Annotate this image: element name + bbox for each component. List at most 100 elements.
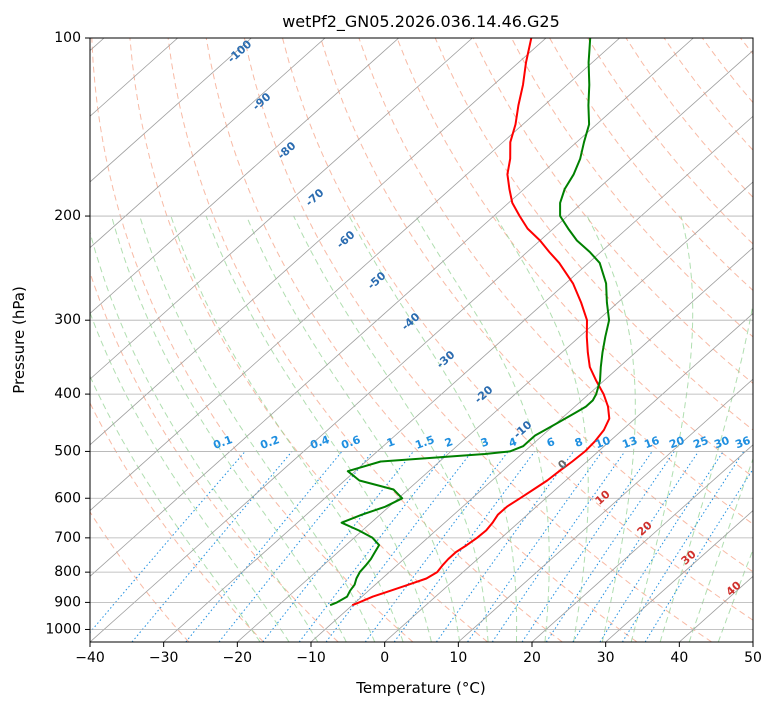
dry-adiabat-line [472, 38, 753, 384]
y-tick-label: 400 [54, 386, 81, 402]
isotherm-line [90, 38, 694, 577]
x-tick-label: −10 [296, 650, 326, 666]
moist-adiabat-line [170, 215, 404, 642]
x-axis: −40 −30 −20 −10 0 10 20 30 40 50 [75, 642, 762, 666]
isotherm-line [90, 38, 620, 512]
mixing-ratio-label: 36 [733, 434, 752, 452]
x-tick-label: 10 [449, 650, 467, 666]
isotherm-line [90, 38, 326, 249]
mixing-ratio-label: 1.5 [413, 433, 436, 452]
mixing-ratio-label: 0.2 [258, 433, 281, 452]
dry-adiabat-line [358, 38, 753, 525]
moist-adiabat-line [688, 457, 753, 642]
x-tick-label: −40 [75, 650, 105, 666]
y-tick-label: 700 [54, 530, 81, 546]
dry-adiabat-line [243, 38, 712, 642]
x-tick-label: 50 [744, 650, 762, 666]
mixing-ratio-label: 0.1 [211, 433, 234, 452]
moist-adiabat-line [717, 548, 753, 642]
dry-adiabat-line [90, 271, 339, 642]
isotherm-label: -80 [275, 139, 299, 162]
mixing-ratio-line [644, 468, 753, 642]
moist-adiabat-line [494, 215, 589, 642]
mixing-ratio-line [521, 451, 653, 642]
mixing-ratio-label: 3 [479, 435, 491, 450]
mixing-ratio-label: 30 [712, 434, 731, 452]
x-tick-label: −30 [149, 650, 179, 666]
mixing-ratio-line [545, 451, 675, 642]
mixing-ratio-line [435, 451, 575, 642]
isotherm-label: -50 [365, 269, 389, 292]
isotherm-line [458, 378, 753, 642]
dry-adiabat-line [91, 38, 414, 642]
mixing-ratio-line [325, 451, 473, 642]
y-axis: 1000 900 800 700 600 500 400 300 200 100 [45, 30, 90, 637]
y-axis-title: Pressure (hPa) [10, 286, 28, 394]
moist-adiabat-line [246, 215, 461, 642]
y-tick-label: 900 [54, 594, 81, 610]
y-tick-label: 300 [54, 312, 81, 328]
moist-adiabat-line [415, 215, 550, 642]
mixing-ratio-line [491, 451, 626, 642]
mixing-ratio-label: 20 [667, 434, 686, 452]
plot-frame [89, 37, 754, 643]
mixing-ratio-line [131, 451, 293, 642]
isotherm-line [605, 510, 753, 642]
isotherm-line [679, 575, 753, 642]
moist-adiabat-line [139, 215, 376, 642]
dry-adiabat-line [129, 38, 488, 642]
mixing-ratio-label: 4 [507, 435, 519, 450]
mixing-ratio-label: 8 [573, 435, 585, 450]
mixing-ratio-line [621, 451, 745, 642]
mixing-ratio-line [599, 451, 724, 642]
y-tick-label: 1000 [45, 621, 81, 637]
mixing-ratio-label: 13 [620, 434, 639, 451]
moist-adiabat-line [659, 301, 753, 642]
dry-adiabat-line [663, 38, 753, 151]
mixing-ratio-label: 6 [545, 435, 557, 450]
mixing-ratio-label: 10 [593, 434, 612, 452]
moist-adiabat-line [293, 215, 489, 642]
profile-line-2 [329, 38, 611, 607]
isotherm-label: -60 [334, 228, 358, 251]
dry-adiabat-line [511, 38, 753, 338]
mixing-ratio-line [572, 451, 700, 642]
moist-adiabat-line [90, 311, 290, 642]
isotherm-line [90, 49, 753, 642]
moist-adiabat-line [630, 215, 694, 642]
isotherm-line [237, 181, 753, 642]
moist-adiabat-line [586, 215, 636, 642]
x-tick-label: −20 [223, 650, 253, 666]
x-tick-label: 20 [523, 650, 541, 666]
isotherm-line [310, 247, 753, 642]
isotherm-line [90, 38, 547, 446]
mixing-ratio-label: 0.4 [308, 433, 331, 452]
y-tick-label: 800 [54, 564, 81, 580]
dry-adiabat-line [282, 38, 753, 621]
isotherm-label: 30 [679, 547, 699, 567]
isotherm-label: -90 [250, 90, 274, 113]
isotherm-label: -100 [225, 37, 254, 65]
profile-lines [329, 38, 611, 607]
isotherm-line [752, 641, 753, 642]
mixing-ratio-line [364, 451, 509, 642]
isotherm-line [90, 38, 252, 183]
y-tick-label: 100 [54, 30, 81, 46]
mixing-ratio-label: 2 [443, 435, 455, 450]
isotherm-label: 10 [593, 487, 613, 507]
mixing-ratio-line [90, 451, 246, 634]
x-tick-label: 40 [670, 650, 688, 666]
isotherm-label: -40 [399, 310, 423, 333]
isotherm-line [90, 38, 399, 314]
dry-adiabat-line [205, 38, 638, 642]
mixing-ratio-line [185, 451, 343, 642]
mixing-ratio-line [298, 451, 448, 642]
x-axis-title: Temperature (°C) [355, 679, 485, 697]
mixing-ratio-label: 25 [691, 434, 710, 451]
dry-adiabat-line [396, 38, 753, 478]
y-tick-label: 200 [54, 208, 81, 224]
dry-adiabat-line [587, 38, 753, 245]
isotherm-line [384, 312, 753, 642]
